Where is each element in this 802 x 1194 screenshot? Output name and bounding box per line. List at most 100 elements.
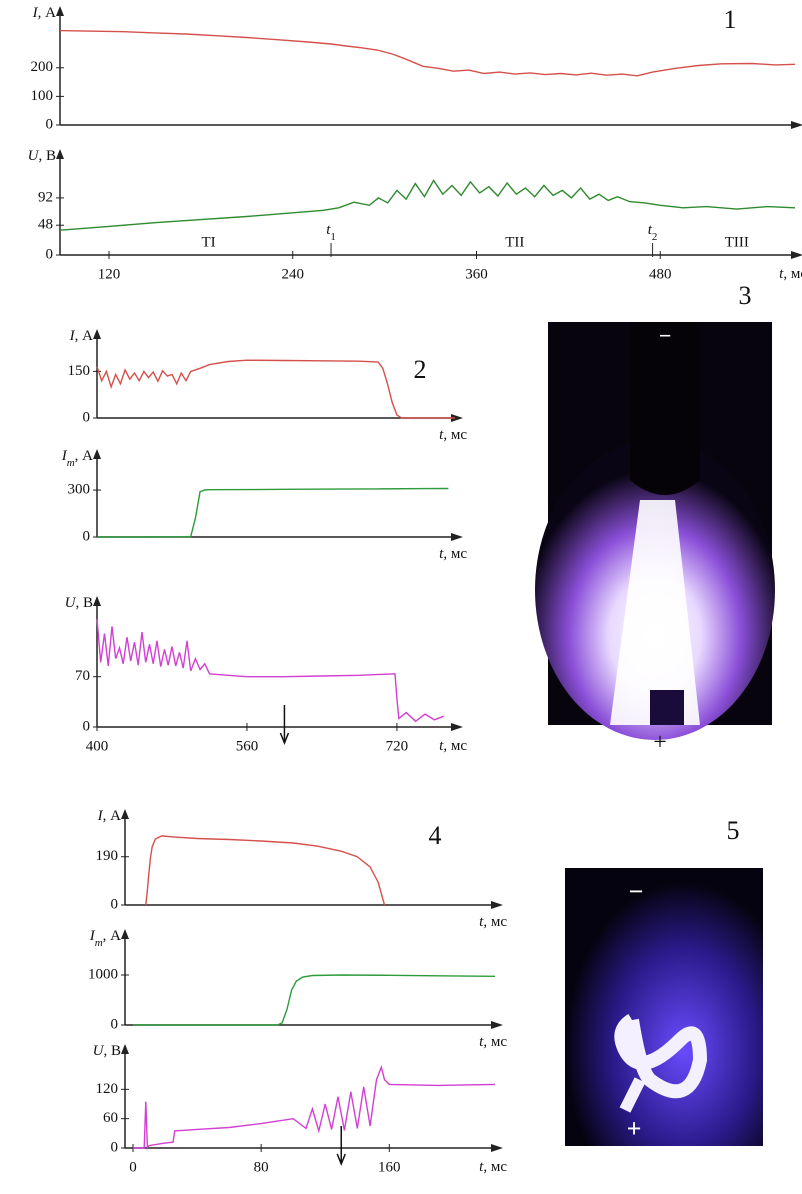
y-axis-arrow	[56, 6, 64, 16]
axis-symbol: t	[479, 1159, 484, 1175]
axis-label: t, мс	[779, 266, 802, 282]
panel-label: 3	[739, 281, 752, 310]
axis-label: t, мс	[479, 1034, 507, 1050]
axis-unit: , мс	[483, 914, 507, 930]
plus-sign: +	[653, 730, 667, 756]
axis-symbol: t	[439, 427, 444, 443]
axis-symbol: U	[93, 1043, 105, 1059]
panel-label: 5	[727, 816, 740, 845]
axis-symbol: t	[479, 914, 484, 930]
axis-symbol: I	[89, 928, 96, 944]
x-axis-arrow	[791, 121, 802, 129]
axis-unit: , мс	[443, 427, 467, 443]
y-tick-label: 0	[111, 1016, 119, 1032]
y-axis-arrow	[121, 1044, 129, 1054]
data-line	[96, 619, 445, 723]
x-tick-label: 240	[282, 266, 305, 282]
axis-symbol: U	[65, 595, 77, 611]
axis-label: Im, А	[61, 448, 93, 468]
axis-label: t, мс	[439, 738, 467, 754]
x-tick-label: 160	[378, 1159, 401, 1175]
y-tick-label: 1000	[88, 966, 118, 982]
axis-unit: , А	[75, 448, 94, 464]
panel-label: 1	[724, 5, 737, 34]
x-tick-label: 400	[86, 738, 109, 754]
axis-label: t, мс	[479, 1159, 507, 1175]
axis-unit: , А	[38, 5, 57, 21]
axis-symbol: I	[69, 328, 76, 344]
axis-symbol: t	[479, 1034, 484, 1050]
axis-unit: , А	[103, 808, 122, 824]
axis-symbol: t	[439, 738, 444, 754]
axis-label: Im, А	[89, 928, 121, 948]
y-tick-label: 0	[111, 896, 119, 912]
x-axis-arrow	[451, 414, 463, 422]
y-tick-label: 0	[46, 116, 54, 132]
x-tick-label: 360	[465, 266, 488, 282]
axis-subscript: m	[95, 937, 103, 949]
y-tick-label: 70	[75, 668, 90, 684]
y-tick-label: 60	[103, 1110, 118, 1126]
axis-unit: , В	[103, 1043, 121, 1059]
axis-symbol: U	[28, 148, 40, 164]
minus-sign: −	[659, 323, 672, 348]
x-axis-arrow	[791, 251, 802, 259]
annotation: t2	[648, 222, 658, 242]
axis-symbol: I	[61, 448, 68, 464]
data-line	[59, 29, 796, 77]
axis-unit: , А	[103, 928, 122, 944]
axis-unit: , мс	[783, 266, 802, 282]
electrode	[630, 322, 700, 495]
annotation-subscript: 2	[652, 231, 658, 243]
y-tick-label: 0	[83, 718, 91, 734]
x-axis-arrow	[491, 901, 503, 909]
axis-label: U, В	[93, 1043, 121, 1059]
axis-label: t, мс	[439, 427, 467, 443]
marker-arrow-head	[279, 732, 290, 746]
axis-unit: , А	[75, 328, 94, 344]
y-tick-label: 0	[111, 1139, 119, 1155]
axis-label: I, А	[32, 5, 57, 21]
y-tick-label: 300	[68, 481, 91, 497]
plasma-column	[610, 500, 700, 725]
axis-symbol: t	[439, 546, 444, 562]
axis-subscript: m	[67, 457, 75, 469]
annotation-subscript: 1	[330, 231, 336, 243]
y-tick-label: 0	[83, 409, 91, 425]
arc-loop	[614, 1013, 708, 1099]
y-tick-label: 48	[38, 217, 53, 233]
y-axis-arrow	[93, 449, 101, 459]
axis-label: t, мс	[439, 546, 467, 562]
data-line	[133, 974, 496, 1026]
annotation: TII	[505, 234, 524, 250]
y-tick-label: 190	[96, 848, 119, 864]
x-tick-label: 120	[98, 266, 121, 282]
annotation: t1	[326, 222, 336, 242]
anode	[650, 690, 684, 725]
plus-sign: +	[627, 1114, 642, 1143]
data-line	[96, 359, 455, 419]
annotation: TIII	[725, 234, 749, 250]
axis-symbol: I	[32, 5, 39, 21]
minus-sign: −	[629, 877, 644, 906]
annotation-symbol: t	[648, 222, 653, 238]
photo-frame	[565, 868, 763, 1146]
axis-unit: , мс	[483, 1034, 507, 1050]
axis-symbol: I	[97, 808, 104, 824]
x-tick-label: 560	[236, 738, 259, 754]
annotation: TI	[201, 234, 215, 250]
data-line	[97, 487, 449, 538]
x-axis-arrow	[451, 723, 463, 731]
axis-symbol: t	[779, 266, 784, 282]
panel-label: 2	[414, 355, 427, 384]
photo-5: 5 − +	[565, 816, 763, 1146]
axis-unit: , В	[38, 148, 56, 164]
x-axis-arrow	[491, 1144, 503, 1152]
data-line	[59, 179, 796, 231]
axis-unit: , мс	[443, 546, 467, 562]
x-tick-label: 480	[649, 266, 672, 282]
marker-arrow-head	[336, 1153, 346, 1167]
x-tick-label: 720	[386, 738, 409, 754]
axis-unit: , В	[75, 595, 93, 611]
